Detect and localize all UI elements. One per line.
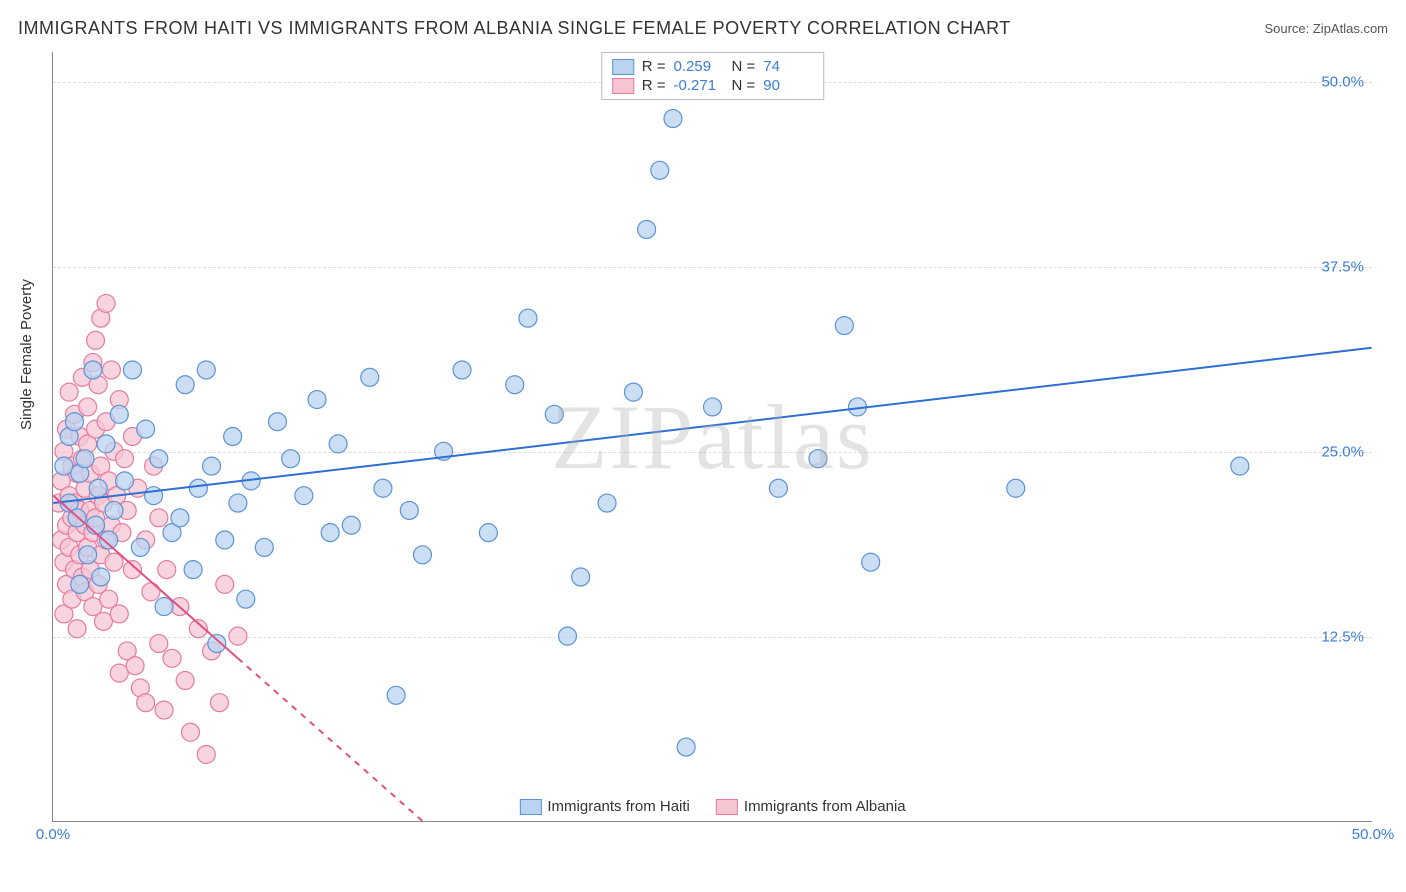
series-name: Immigrants from Albania (744, 798, 906, 815)
series-legend-item: Immigrants from Albania (716, 798, 906, 815)
correlation-legend: R = 0.259 N = 74 R = -0.271 N = 90 (601, 52, 825, 100)
legend-swatch (519, 799, 541, 815)
legend-n-label: N = (732, 77, 756, 94)
legend-r-value: -0.271 (674, 77, 724, 94)
legend-n-value: 74 (763, 58, 813, 75)
x-tick-label: 0.0% (36, 826, 70, 843)
legend-swatch (612, 59, 634, 75)
legend-row: R = -0.271 N = 90 (612, 76, 814, 95)
chart-title: IMMIGRANTS FROM HAITI VS IMMIGRANTS FROM… (18, 18, 1011, 39)
series-legend-item: Immigrants from Haiti (519, 798, 690, 815)
legend-swatch (612, 78, 634, 94)
chart-plot-area: ZIPatlas R = 0.259N = 74R = -0.271N = 90… (52, 52, 1372, 822)
legend-r-value: 0.259 (674, 58, 724, 75)
legend-n-label: N = (732, 58, 756, 75)
source-label: Source: ZipAtlas.com (1264, 21, 1388, 36)
legend-row: R = 0.259 N = 74 (612, 57, 814, 76)
legend-n-value: 90 (763, 77, 813, 94)
series-legend: Immigrants from Haiti Immigrants from Alb… (519, 798, 905, 815)
x-tick-label: 50.0% (1352, 826, 1395, 843)
series-name: Immigrants from Haiti (547, 798, 690, 815)
scatter-svg (53, 52, 1372, 821)
legend-r-label: R = (642, 58, 666, 75)
legend-swatch (716, 799, 738, 815)
y-axis-label: Single Female Poverty (18, 279, 35, 430)
legend-r-label: R = (642, 77, 666, 94)
